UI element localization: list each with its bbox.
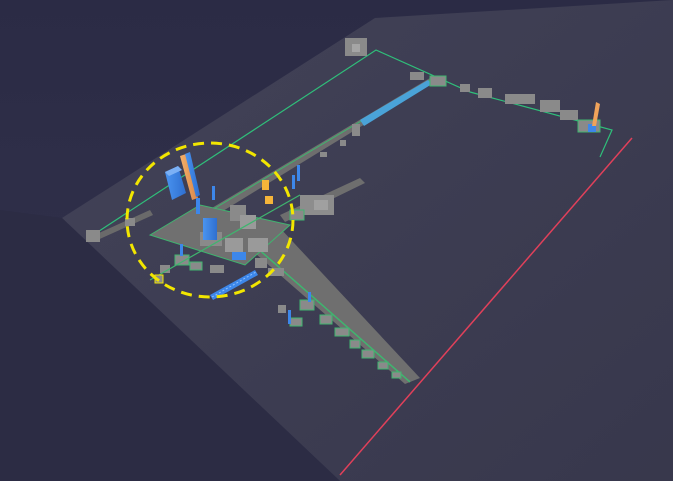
street-southwest — [210, 270, 258, 300]
axis-line — [339, 137, 633, 476]
cluster-northeast — [345, 38, 601, 133]
street-east — [280, 178, 365, 222]
ground-plane-shadow — [0, 210, 340, 481]
tall-towers — [165, 152, 311, 324]
highlight-circle — [125, 141, 295, 299]
ground-plane — [62, 0, 673, 481]
street-northeast — [194, 78, 432, 222]
street-west — [86, 210, 164, 284]
central-hub — [148, 194, 301, 281]
street-southeast — [240, 228, 420, 384]
